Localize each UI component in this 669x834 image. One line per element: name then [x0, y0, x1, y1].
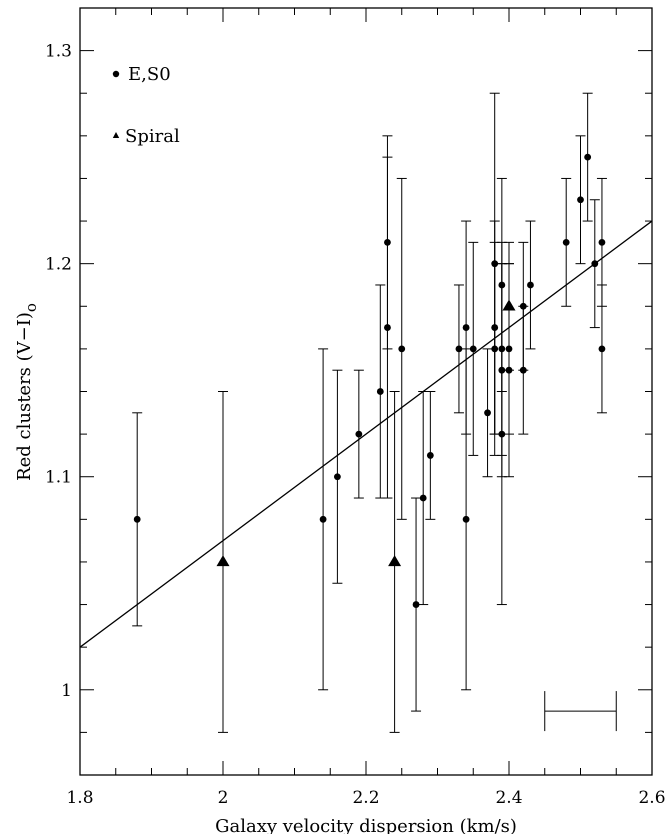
- data-point-triangle: [388, 555, 402, 567]
- fit-line: [79, 220, 653, 648]
- x-tick-label: 2: [218, 788, 229, 808]
- data-point-circle: [591, 260, 599, 268]
- x-error-bar: [544, 691, 617, 732]
- y-axis-label-group: Red clusters (V−I)o: [14, 303, 40, 481]
- data-point-circle: [498, 281, 506, 289]
- data-point-circle: [491, 324, 499, 331]
- x-axis-label: Galaxy velocity dispersion (km/s): [215, 816, 517, 834]
- data-point-triangle: [216, 555, 230, 567]
- data-point-circle: [133, 515, 141, 523]
- data-point-circle: [491, 345, 499, 353]
- y-axis-label-text: Red clusters (V−I): [14, 312, 35, 481]
- legend-triangle-marker: [112, 132, 120, 138]
- axis-tick-labels: 1.8 2 2.2 2.4 2.6 1 1.1 1.2 1.3: [45, 42, 666, 808]
- data-point-circle: [334, 473, 341, 481]
- data-point-circle: [398, 345, 406, 353]
- axis-ticks: [79, 7, 653, 776]
- data-point-circle: [505, 345, 513, 353]
- legend-circle-marker: [112, 70, 120, 78]
- data-point-circle: [484, 409, 491, 417]
- data-point-circle: [455, 345, 463, 353]
- legend: E,S0 Spiral: [112, 64, 180, 147]
- data-point-circle: [419, 494, 427, 502]
- y-tick-label: 1.1: [45, 468, 72, 488]
- data-point-circle: [527, 281, 534, 289]
- y-tick-label: 1: [61, 681, 72, 701]
- error-bars: [132, 92, 607, 733]
- legend-label-spiral: Spiral: [125, 126, 180, 147]
- data-point-circle: [462, 324, 470, 331]
- data-point-circle: [412, 601, 420, 608]
- data-point-triangle: [502, 299, 516, 311]
- data-point-circle: [376, 388, 384, 395]
- y-tick-label: 1.3: [45, 42, 72, 62]
- data-point-circle: [498, 366, 506, 374]
- y-axis-label: Red clusters (V−I)o: [14, 303, 40, 481]
- data-point-circle: [577, 196, 584, 204]
- data-point-circle: [519, 366, 527, 374]
- data-point-circle: [505, 366, 513, 374]
- x-tick-label: 2.4: [495, 788, 522, 808]
- y-axis-label-subscript: o: [22, 303, 40, 312]
- data-point-circle: [491, 260, 499, 268]
- x-tick-label: 1.8: [66, 788, 93, 808]
- plot-frame: [79, 7, 653, 776]
- data-point-circle: [519, 302, 527, 310]
- data-point-circle: [598, 345, 606, 353]
- data-point-circle: [584, 153, 592, 161]
- legend-label-eso: E,S0: [128, 64, 171, 85]
- x-tick-label: 2.2: [352, 788, 379, 808]
- data-point-circle: [498, 430, 506, 438]
- y-tick-label: 1.2: [45, 255, 72, 275]
- data-point-circle: [355, 430, 363, 438]
- x-tick-label: 2.6: [638, 788, 665, 808]
- data-markers: [133, 153, 606, 608]
- data-point-circle: [462, 515, 470, 523]
- data-point-circle: [469, 345, 477, 353]
- data-point-circle: [319, 515, 327, 523]
- data-point-circle: [384, 324, 391, 331]
- data-point-circle: [498, 345, 506, 353]
- data-point-circle: [562, 238, 570, 246]
- data-point-circle: [384, 238, 391, 246]
- data-point-circle: [598, 238, 606, 246]
- data-point-circle: [426, 452, 434, 459]
